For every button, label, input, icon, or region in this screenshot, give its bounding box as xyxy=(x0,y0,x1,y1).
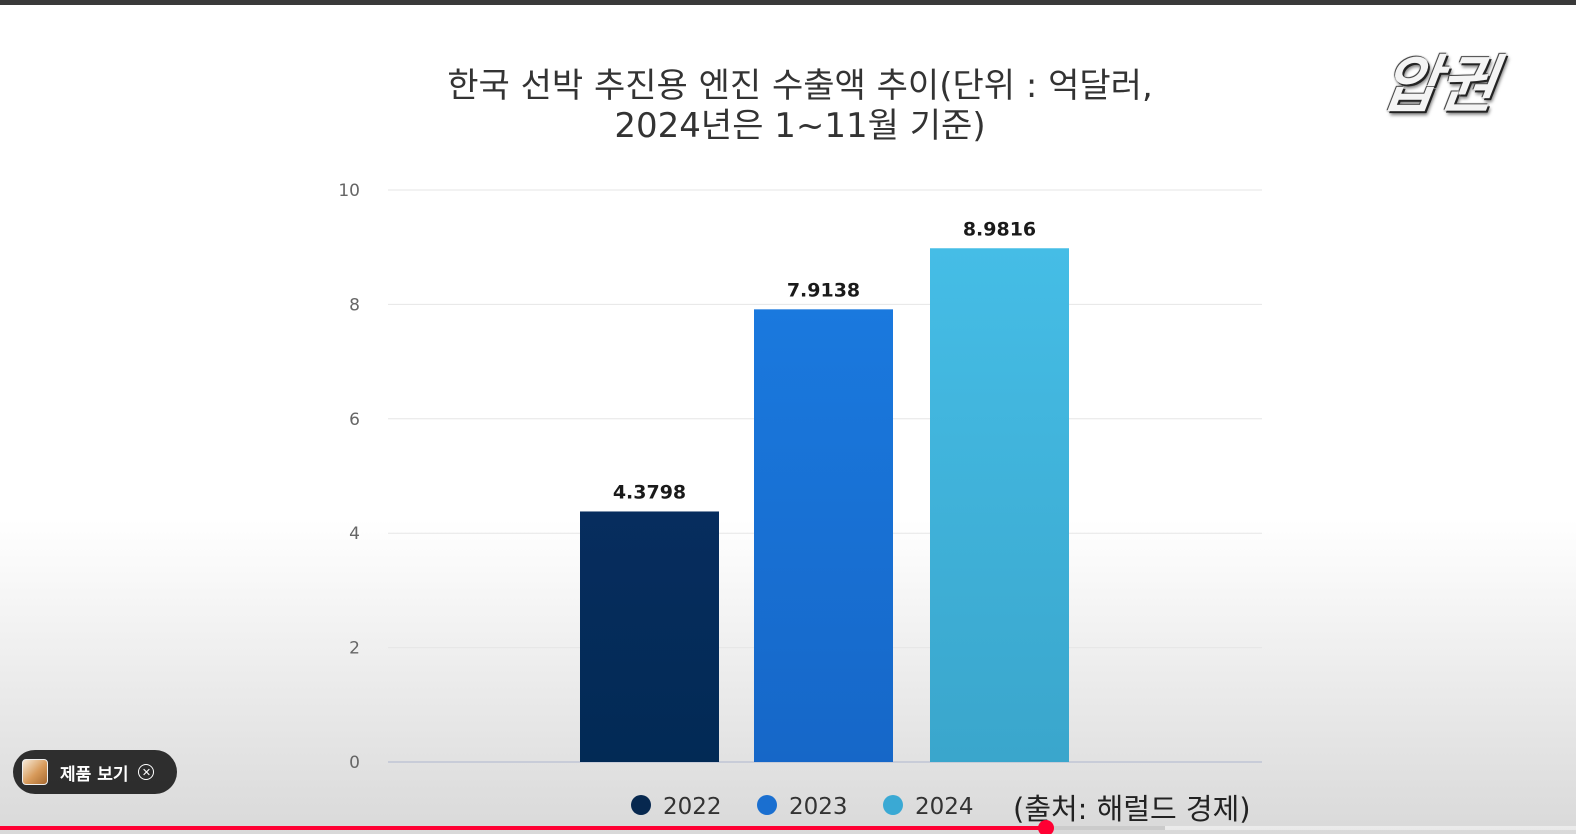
data-label-2023: 7.9138 xyxy=(787,279,860,301)
chart-title: 한국 선박 추진용 엔진 수출액 추이(단위 : 억달러, 2024년은 1~1… xyxy=(350,66,1250,146)
bar-2024 xyxy=(930,248,1069,762)
bar-2022 xyxy=(580,511,719,762)
data-label-2022: 4.3798 xyxy=(613,481,686,503)
legend-marker-2024 xyxy=(883,795,903,815)
top-bar xyxy=(0,0,1576,5)
progress-played xyxy=(0,826,1047,830)
y-tick-label: 10 xyxy=(338,181,360,201)
product-view-label: 제품 보기 xyxy=(60,764,129,785)
product-view-chip[interactable]: 제품 보기 ✕ xyxy=(13,750,177,794)
product-thumbnail-icon xyxy=(22,759,48,785)
source-note: (출처: 해럴드 경제) xyxy=(1013,792,1251,826)
legend-label-2022: 2022 xyxy=(663,794,722,820)
progress-scrubber[interactable] xyxy=(1038,820,1055,834)
y-tick-label: 2 xyxy=(349,639,360,659)
chart-title-line-1: 한국 선박 추진용 엔진 수출액 추이(단위 : 억달러, xyxy=(447,66,1153,106)
legend-marker-2022 xyxy=(631,795,651,815)
data-label-2024: 8.9816 xyxy=(963,218,1036,240)
y-tick-label: 6 xyxy=(349,410,360,430)
y-tick-label: 8 xyxy=(349,295,360,315)
legend-label-2023: 2023 xyxy=(789,794,848,820)
y-tick-label: 0 xyxy=(349,753,360,773)
legend-marker-2023 xyxy=(757,795,777,815)
close-circle-icon[interactable]: ✕ xyxy=(138,764,155,780)
y-tick-label: 4 xyxy=(349,524,360,544)
legend-label-2024: 2024 xyxy=(915,794,974,820)
bar-2023 xyxy=(754,309,893,762)
chart-title-line-2: 2024년은 1~11월 기준) xyxy=(614,106,986,146)
